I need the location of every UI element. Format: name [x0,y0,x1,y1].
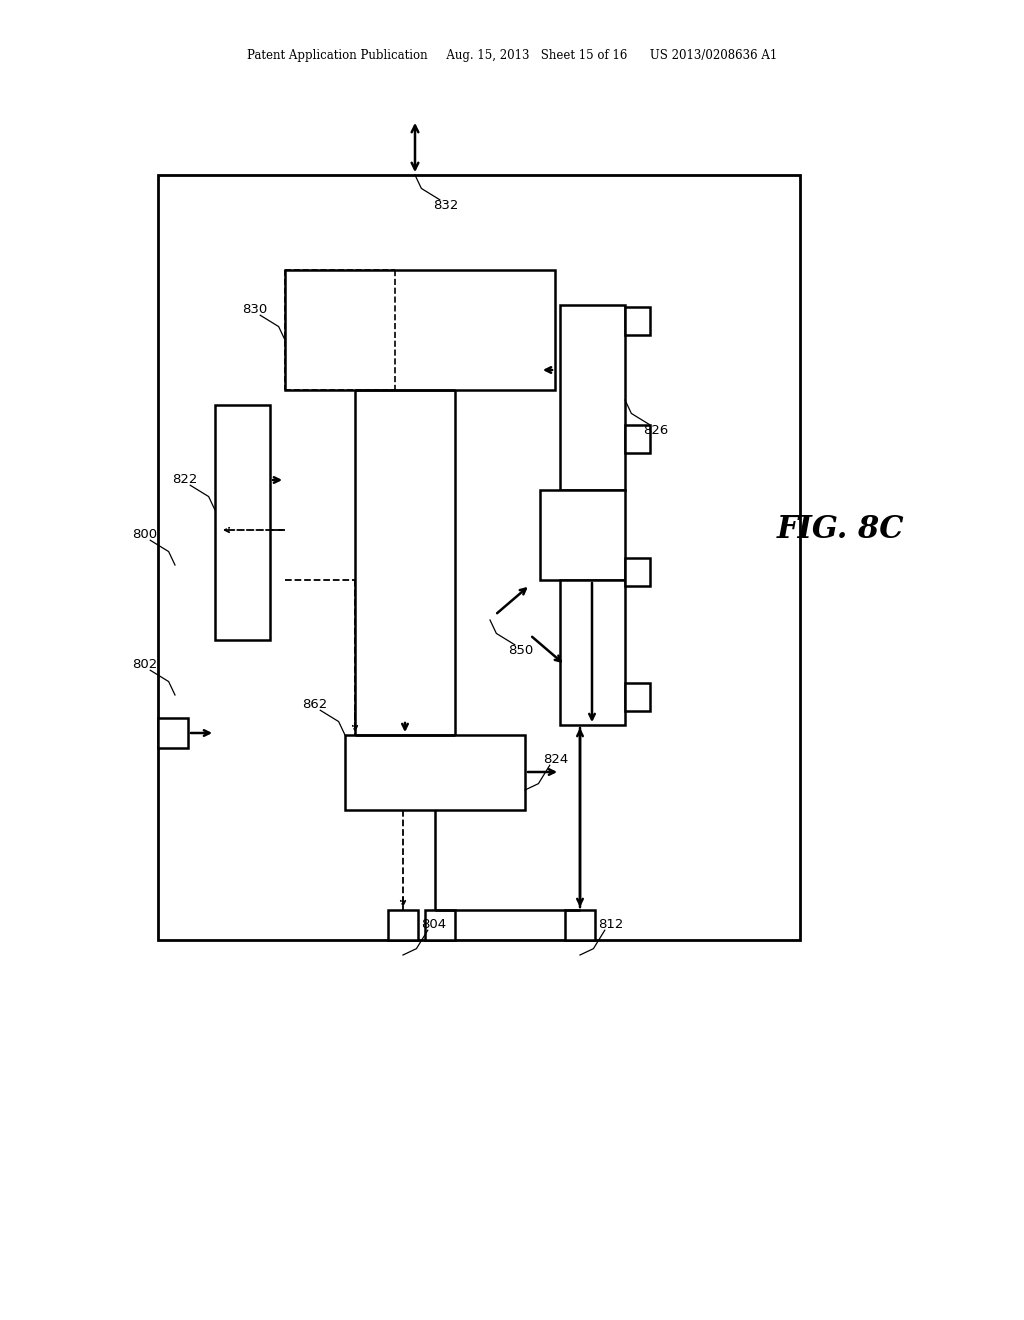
Text: 804: 804 [421,919,446,931]
Bar [540,490,625,579]
Text: 862: 862 [302,698,328,711]
Bar [560,579,625,725]
Bar [625,308,650,335]
Bar [388,909,418,940]
Text: FIG. 8C: FIG. 8C [776,515,904,545]
Text: 812: 812 [598,919,623,931]
Bar [345,735,525,810]
Bar [158,176,800,940]
Bar [565,909,595,940]
Text: 824: 824 [543,754,568,766]
Bar [425,909,455,940]
Text: 830: 830 [242,304,267,315]
Text: 826: 826 [643,424,668,437]
Bar [285,271,555,389]
Bar [625,425,650,453]
Text: Patent Application Publication     Aug. 15, 2013   Sheet 15 of 16      US 2013/0: Patent Application Publication Aug. 15, … [247,49,777,62]
Bar [625,558,650,586]
Text: 822: 822 [172,473,198,486]
Text: 802: 802 [132,659,158,671]
Bar [560,305,625,490]
Bar [625,682,650,711]
Bar [215,405,270,640]
Text: 800: 800 [132,528,157,541]
Text: 850: 850 [508,644,534,657]
Text: 832: 832 [433,199,458,213]
Bar [158,718,188,748]
